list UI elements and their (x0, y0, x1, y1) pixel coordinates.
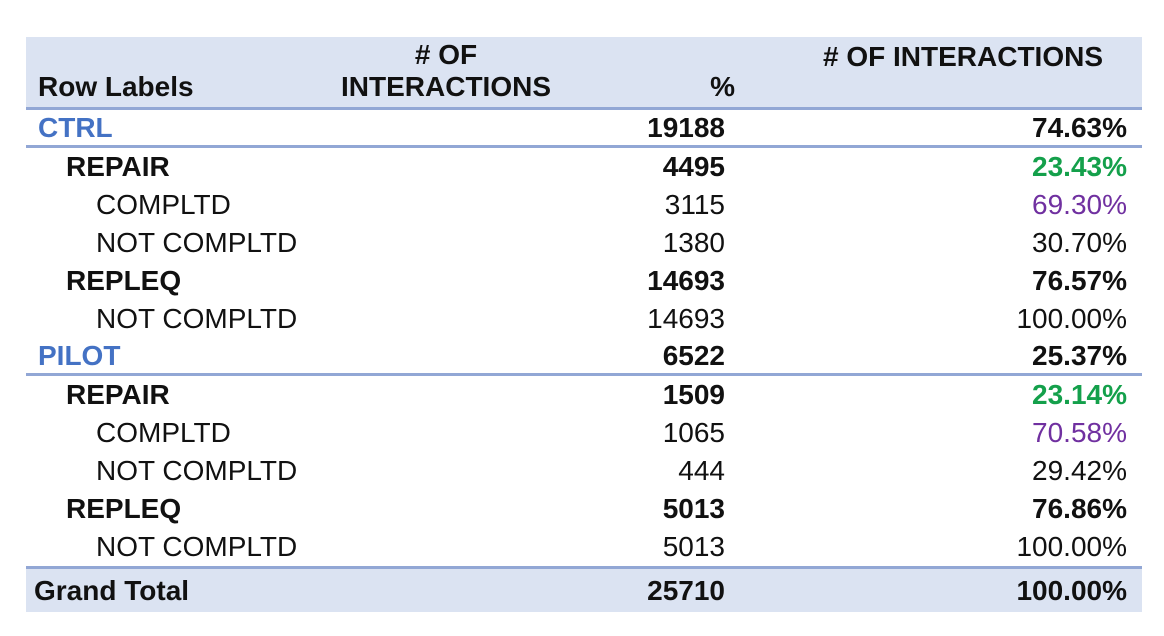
table-row: NOT COMPLTD 14693 100.00% (26, 300, 1142, 338)
row-label-cell[interactable]: NOT COMPLTD (96, 455, 298, 486)
percent-cell[interactable]: 74.63% (1032, 111, 1127, 143)
percent-cell[interactable]: 76.57% (1032, 265, 1127, 296)
table-row: PILOT 6522 25.37% (26, 338, 1142, 376)
row-label-cell[interactable]: CTRL (38, 111, 113, 143)
row-label-cell[interactable]: PILOT (38, 339, 121, 371)
percent-cell[interactable]: 23.43% (1032, 151, 1127, 182)
grand-total-row: Grand Total 25710 100.00% (26, 566, 1142, 612)
table-body: CTRL 19188 74.63% REPAIR 4495 23.43% COMPLTD 31… (26, 110, 1142, 566)
percent-cell[interactable]: 100.00% (1016, 303, 1127, 334)
grand-total-percent-cell[interactable]: 100.00% (1016, 574, 1127, 606)
count-cell[interactable]: 14693 (647, 303, 725, 334)
table-row: REPLEQ 14693 76.57% (26, 262, 1142, 300)
grand-total-count-cell[interactable]: 25710 (647, 574, 725, 606)
percent-cell[interactable]: 100.00% (1016, 531, 1127, 562)
grand-total-label-cell[interactable]: Grand Total (34, 574, 190, 606)
row-label-cell[interactable]: COMPLTD (96, 417, 231, 448)
count-cell[interactable]: 4495 (662, 151, 725, 182)
table-row: REPAIR 1509 23.14% (26, 376, 1142, 414)
percent-cell[interactable]: 23.14% (1032, 379, 1127, 410)
percent-symbol-header-cell[interactable]: % (710, 71, 735, 102)
table-row: COMPLTD 1065 70.58% (26, 414, 1142, 452)
table-row: REPLEQ 5013 76.86% (26, 490, 1142, 528)
count-cell[interactable]: 1380 (662, 227, 725, 258)
count-cell[interactable]: 3115 (664, 189, 725, 220)
row-label-cell[interactable]: REPLEQ (66, 493, 182, 524)
table-row: NOT COMPLTD 444 29.42% (26, 452, 1142, 490)
row-label-cell[interactable]: NOT COMPLTD (96, 531, 298, 562)
table-row: NOT COMPLTD 5013 100.00% (26, 528, 1142, 566)
count-cell[interactable]: 1509 (662, 379, 725, 410)
percent-cell[interactable]: 29.42% (1032, 455, 1127, 486)
count-cell[interactable]: 6522 (662, 339, 725, 371)
percent-cell[interactable]: 30.70% (1032, 227, 1127, 258)
count-cell[interactable]: 5013 (662, 493, 725, 524)
interactions-percent-header-cell[interactable]: # OF INTERACTIONS (822, 41, 1103, 72)
row-label-cell[interactable]: NOT COMPLTD (96, 227, 298, 258)
percent-cell[interactable]: 25.37% (1032, 339, 1127, 371)
table-row: REPAIR 4495 23.43% (26, 148, 1142, 186)
count-header-line1: # OF (414, 39, 478, 70)
row-label-cell[interactable]: COMPLTD (96, 189, 231, 220)
table-row: NOT COMPLTD 1380 30.70% (26, 224, 1142, 262)
row-label-cell[interactable]: NOT COMPLTD (96, 303, 298, 334)
count-cell[interactable]: 19188 (647, 111, 725, 143)
count-cell[interactable]: 444 (678, 455, 725, 486)
percent-cell[interactable]: 69.30% (1032, 189, 1127, 220)
count-cell[interactable]: 5013 (662, 531, 725, 562)
percent-cell[interactable]: 76.86% (1032, 493, 1127, 524)
count-cell[interactable]: 14693 (647, 265, 725, 296)
count-header-line2: INTERACTIONS (341, 71, 551, 102)
table-row: CTRL 19188 74.63% (26, 110, 1142, 148)
interactions-count-header-cell[interactable]: # OF INTERACTIONS (276, 39, 616, 103)
row-label-cell[interactable]: REPLEQ (66, 265, 182, 296)
percent-cell[interactable]: 70.58% (1032, 417, 1127, 448)
header-row: Row Labels # OF INTERACTIONS % # OF INTE… (26, 37, 1142, 110)
table-row: COMPLTD 3115 69.30% (26, 186, 1142, 224)
count-cell[interactable]: 1065 (662, 417, 725, 448)
row-label-cell[interactable]: REPAIR (66, 379, 170, 410)
pivot-table: Row Labels # OF INTERACTIONS % # OF INTE… (26, 37, 1142, 612)
row-label-cell[interactable]: REPAIR (66, 151, 170, 182)
row-labels-header-cell[interactable]: Row Labels (38, 71, 194, 102)
